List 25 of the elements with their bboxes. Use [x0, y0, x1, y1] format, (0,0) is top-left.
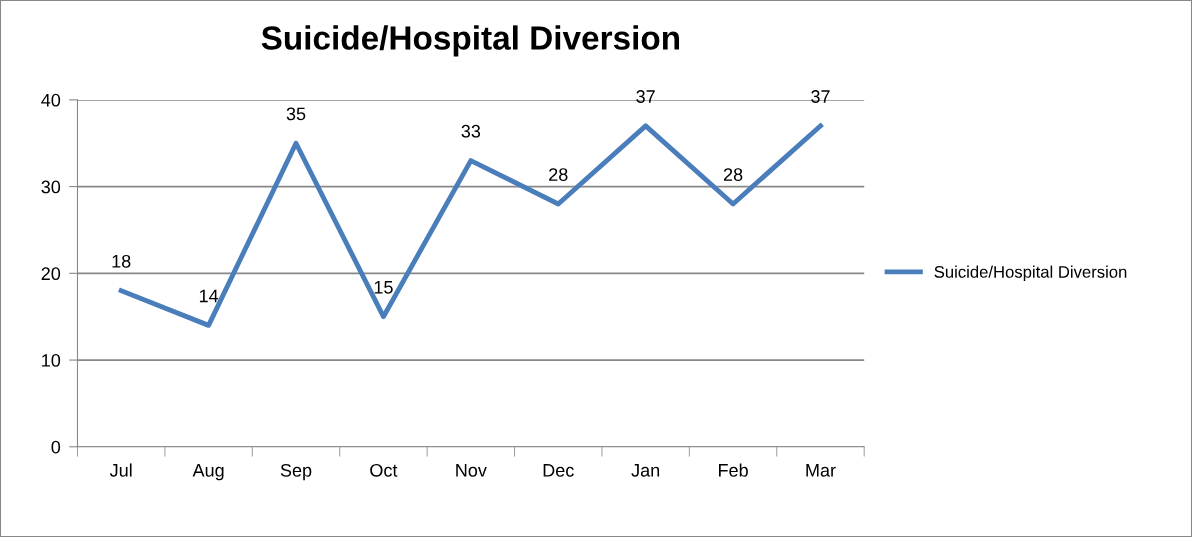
- data-label: 35: [286, 107, 306, 121]
- x-tick-label: Nov: [456, 464, 487, 477]
- data-label: 33: [461, 124, 481, 138]
- y-tick-label: 20: [41, 267, 61, 281]
- data-label: 28: [723, 168, 743, 181]
- x-tick-label: Mar: [806, 464, 836, 477]
- x-tick-label: Aug: [192, 464, 224, 481]
- x-tick-label: Dec: [543, 464, 574, 477]
- x-tick-label: Feb: [719, 463, 748, 477]
- x-tick-label: Oct: [370, 463, 398, 477]
- data-label: 15: [374, 281, 393, 294]
- x-tick-label: Jan: [631, 464, 660, 477]
- y-tick-label: 30: [41, 180, 61, 194]
- y-tick-label: 40: [41, 93, 61, 107]
- x-tick-label: Sep: [280, 463, 312, 481]
- x-tick-label: Jul: [109, 463, 132, 477]
- data-label: 28: [549, 168, 568, 181]
- y-tick-label: 10: [42, 353, 61, 367]
- data-label: 37: [636, 90, 655, 103]
- data-label: 14: [199, 289, 219, 303]
- legend-label: Suicide/Hospital Diversion: [934, 265, 1127, 282]
- data-label: 18: [112, 254, 131, 268]
- y-tick-label: 0: [51, 440, 61, 454]
- chart-title: Suicide/Hospital Diversion: [261, 25, 680, 57]
- data-label: 37: [811, 90, 830, 103]
